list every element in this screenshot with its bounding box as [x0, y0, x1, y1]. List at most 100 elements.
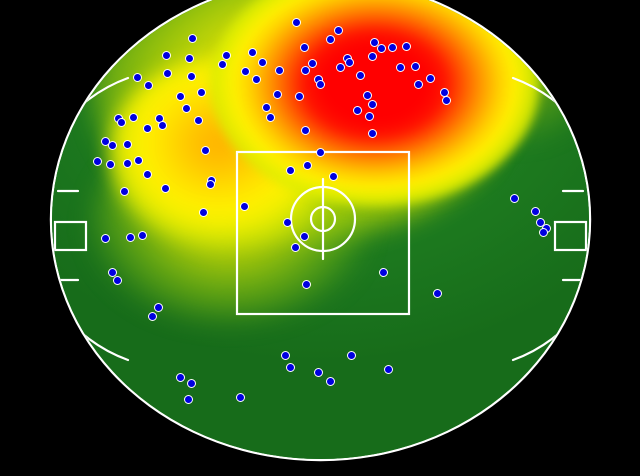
shot-dot[interactable] [346, 350, 356, 360]
shot-dot[interactable] [367, 51, 377, 61]
shot-dot[interactable] [280, 350, 290, 360]
shot-dot[interactable] [302, 160, 312, 170]
shot-dot[interactable] [142, 169, 152, 179]
shot-dot[interactable] [395, 62, 405, 72]
shot-dot[interactable] [328, 171, 338, 181]
shot-dot[interactable] [441, 95, 451, 105]
shot-dot[interactable] [383, 364, 393, 374]
shot-dot[interactable] [376, 43, 386, 53]
shot-dot[interactable] [112, 275, 122, 285]
shot-dot[interactable] [352, 105, 362, 115]
shot-dot[interactable] [122, 139, 132, 149]
shot-dot[interactable] [240, 66, 250, 76]
shot-dot[interactable] [301, 279, 311, 289]
shot-dot[interactable] [132, 72, 142, 82]
shot-dot[interactable] [217, 59, 227, 69]
shot-dot[interactable] [261, 102, 271, 112]
shot-dot[interactable] [147, 311, 157, 321]
shot-dot[interactable] [325, 376, 335, 386]
shot-dot[interactable] [313, 367, 323, 377]
shot-dot[interactable] [294, 91, 304, 101]
shot-dot[interactable] [116, 117, 126, 127]
shot-dot[interactable] [369, 37, 379, 47]
shot-dot[interactable] [509, 193, 519, 203]
shot-dot[interactable] [300, 65, 310, 75]
shot-dot[interactable] [300, 125, 310, 135]
shot-dot[interactable] [367, 128, 377, 138]
shot-dot[interactable] [335, 62, 345, 72]
shot-dot[interactable] [100, 233, 110, 243]
shot-dot[interactable] [161, 50, 171, 60]
shot-dot[interactable] [432, 288, 442, 298]
shot-dot[interactable] [291, 17, 301, 27]
shot-dot[interactable] [425, 73, 435, 83]
shot-dot[interactable] [105, 159, 115, 169]
shot-dot[interactable] [325, 34, 335, 44]
shot-dot[interactable] [307, 58, 317, 68]
shot-dot[interactable] [265, 112, 275, 122]
shot-dot[interactable] [181, 103, 191, 113]
shot-dot[interactable] [193, 115, 203, 125]
shot-dot[interactable] [153, 302, 163, 312]
shot-dot[interactable] [355, 70, 365, 80]
shot-dot[interactable] [387, 42, 397, 52]
shot-dot[interactable] [186, 71, 196, 81]
shot-dot[interactable] [128, 112, 138, 122]
shot-dot[interactable] [272, 89, 282, 99]
shot-dot[interactable] [285, 362, 295, 372]
shot-dot[interactable] [92, 156, 102, 166]
shot-dot[interactable] [364, 111, 374, 121]
shot-dot[interactable] [143, 80, 153, 90]
shot-dot[interactable] [367, 99, 377, 109]
shot-dot[interactable] [175, 91, 185, 101]
shot-dot[interactable] [362, 90, 372, 100]
shot-dot[interactable] [160, 183, 170, 193]
shot-dot[interactable] [196, 87, 206, 97]
shot-dot[interactable] [299, 231, 309, 241]
shot-dot[interactable] [285, 165, 295, 175]
shot-dot[interactable] [257, 57, 267, 67]
shot-dot[interactable] [315, 147, 325, 157]
shot-dot[interactable] [122, 158, 132, 168]
shot-dot[interactable] [251, 74, 261, 84]
shot-dot[interactable] [137, 230, 147, 240]
shot-dot[interactable] [125, 232, 135, 242]
shot-dot[interactable] [162, 68, 172, 78]
shot-dot[interactable] [157, 120, 167, 130]
shot-dot[interactable] [274, 65, 284, 75]
shot-dot[interactable] [119, 186, 129, 196]
shot-dot[interactable] [200, 145, 210, 155]
shot-dot[interactable] [333, 25, 343, 35]
shot-dot[interactable] [187, 33, 197, 43]
shot-dot[interactable] [290, 242, 300, 252]
shot-dot[interactable] [235, 392, 245, 402]
shot-dot[interactable] [198, 207, 208, 217]
shot-dot[interactable] [535, 217, 545, 227]
shot-dot[interactable] [107, 140, 117, 150]
shot-dot[interactable] [315, 79, 325, 89]
shot-dot[interactable] [183, 394, 193, 404]
shot-dot[interactable] [282, 217, 292, 227]
shot-dot[interactable] [538, 227, 548, 237]
shot-dot[interactable] [413, 79, 423, 89]
shot-dot[interactable] [175, 372, 185, 382]
shot-dot[interactable] [299, 42, 309, 52]
goal-square-right [553, 220, 588, 252]
shot-dot[interactable] [205, 179, 215, 189]
shot-dot[interactable] [107, 267, 117, 277]
shot-dot[interactable] [378, 267, 388, 277]
shot-dot[interactable] [133, 155, 143, 165]
shot-dot[interactable] [184, 53, 194, 63]
shot-dot[interactable] [344, 57, 354, 67]
shot-dot[interactable] [410, 61, 420, 71]
shot-dot[interactable] [186, 378, 196, 388]
shot-dot[interactable] [530, 206, 540, 216]
shot-dot[interactable] [142, 123, 152, 133]
shot-dot[interactable] [239, 201, 249, 211]
shot-dot[interactable] [221, 50, 231, 60]
shot-dot[interactable] [247, 47, 257, 57]
shot-dot[interactable] [401, 41, 411, 51]
fifty-arc-right [511, 76, 589, 362]
